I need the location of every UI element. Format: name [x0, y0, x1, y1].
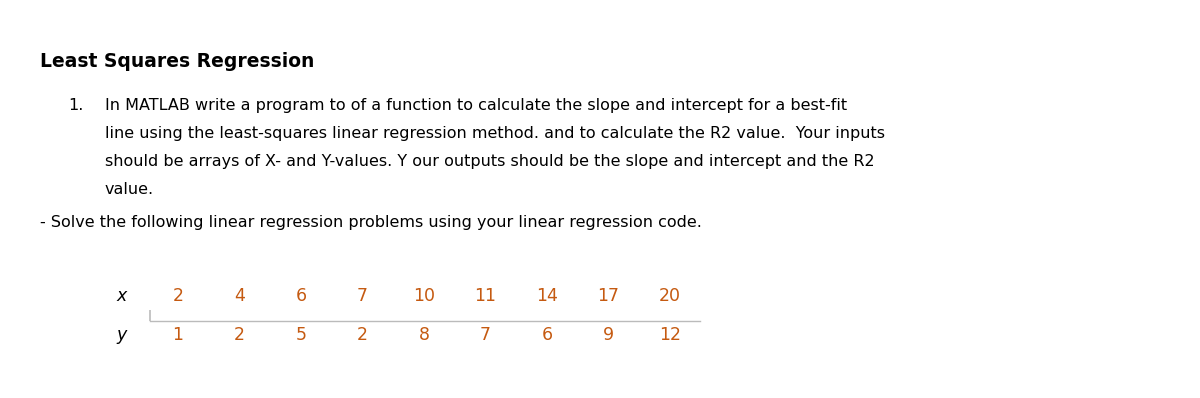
Text: 6: 6: [541, 326, 552, 344]
Text: y: y: [116, 326, 127, 344]
Text: Least Squares Regression: Least Squares Regression: [40, 52, 314, 71]
Text: 10: 10: [413, 287, 436, 305]
Text: 17: 17: [598, 287, 619, 305]
Text: 20: 20: [659, 287, 682, 305]
Text: - Solve the following linear regression problems using your linear regression co: - Solve the following linear regression …: [40, 215, 702, 230]
Text: 7: 7: [480, 326, 491, 344]
Text: 14: 14: [536, 287, 558, 305]
Text: 2: 2: [234, 326, 245, 344]
Text: In MATLAB write a program to of a function to calculate the slope and intercept : In MATLAB write a program to of a functi…: [106, 98, 847, 113]
Text: line using the least-squares linear regression method. and to calculate the R2 v: line using the least-squares linear regr…: [106, 126, 886, 141]
Text: 9: 9: [602, 326, 614, 344]
Text: x: x: [116, 287, 127, 305]
Text: 5: 5: [295, 326, 306, 344]
Text: 2: 2: [358, 326, 368, 344]
Text: 7: 7: [358, 287, 368, 305]
Text: 1.: 1.: [68, 98, 83, 113]
Text: 11: 11: [474, 287, 497, 305]
Text: value.: value.: [106, 182, 154, 197]
Text: 6: 6: [295, 287, 306, 305]
Text: should be arrays of X- and Y-values. Y our outputs should be the slope and inter: should be arrays of X- and Y-values. Y o…: [106, 154, 875, 169]
Text: 4: 4: [234, 287, 245, 305]
Text: 1: 1: [173, 326, 184, 344]
Text: 2: 2: [173, 287, 184, 305]
Text: 12: 12: [659, 326, 682, 344]
Text: 8: 8: [419, 326, 430, 344]
